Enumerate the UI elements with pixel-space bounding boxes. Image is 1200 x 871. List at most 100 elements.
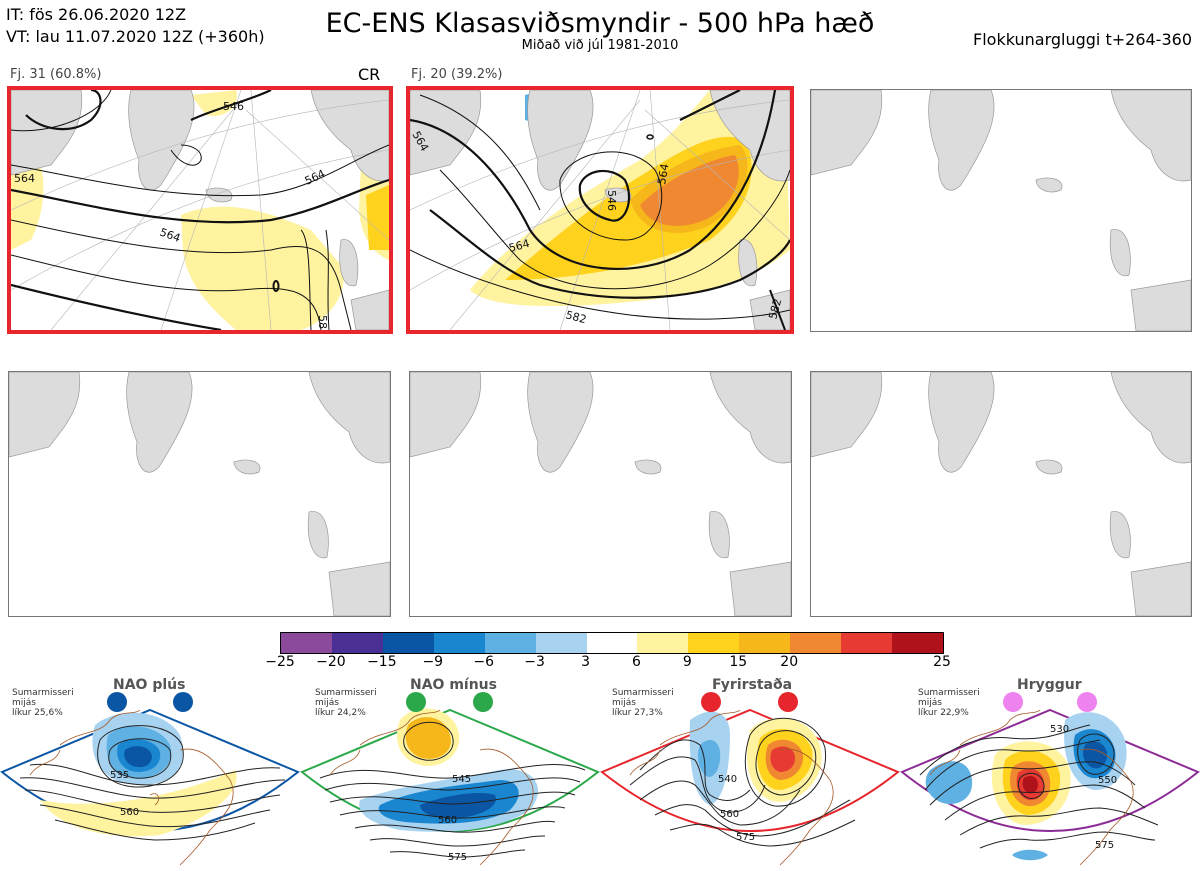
colorbar-swatch — [586, 633, 639, 653]
scandinavia-landmass — [310, 90, 389, 182]
colorbar-tick-label: 15 — [729, 654, 748, 670]
british-isles-landmass — [307, 511, 329, 559]
empty-cluster-map-3-plot — [811, 90, 1191, 331]
regime-1-nao-plus-map[interactable]: 535 560 — [0, 690, 300, 870]
positive-anomaly-peak — [1022, 776, 1038, 794]
colorbar-tick-label: 9 — [682, 654, 692, 670]
colorbar-swatch — [688, 633, 741, 653]
iceland-landmass — [233, 459, 261, 475]
colorbar-tick-label: −3 — [524, 654, 545, 670]
positive-anomaly-peak — [640, 155, 739, 226]
colorbar-swatch — [790, 633, 843, 653]
coastlines — [29, 709, 234, 866]
regime-4-ridge-map[interactable]: 530 550 575 — [900, 690, 1200, 870]
canada-landmass — [410, 372, 482, 458]
coastlines — [629, 709, 834, 866]
cluster-map-1-plot: 546 564 564 564 58 — [11, 90, 389, 330]
regime-2-title: NAO mínus — [410, 677, 497, 693]
europe-landmass — [328, 561, 390, 616]
contour-label: 564 — [14, 172, 35, 185]
contour-label: 564 — [655, 163, 671, 186]
regime-2-nao-minus-map[interactable]: 545 560 575 — [300, 690, 600, 870]
regime-3-marker — [701, 692, 721, 712]
height-contours — [410, 90, 790, 330]
contour-label: 540 — [718, 774, 737, 785]
empty-cluster-map-3[interactable] — [810, 89, 1192, 332]
europe-landmass — [729, 561, 791, 616]
contour-label: 575 — [1095, 840, 1114, 851]
page-subtitle: Miðað við júl 1981-2010 — [521, 38, 679, 53]
regime-1-marker — [173, 692, 193, 712]
scandinavia-landmass — [1110, 372, 1191, 464]
cluster-map-1[interactable]: 546 564 564 564 58 — [7, 86, 393, 334]
colorbar-swatch — [892, 633, 943, 653]
clustering-window: Flokkunargluggi t+264-360 — [973, 30, 1192, 49]
regime-4-note: Sumarmisseri mijás líkur 22,9% — [918, 688, 980, 718]
contour-label: 582 — [766, 297, 784, 321]
height-contours — [19, 725, 286, 841]
british-isles-landmass — [339, 239, 359, 287]
regime-3-marker — [778, 692, 798, 712]
positive-anomaly-peak — [770, 746, 795, 772]
empty-cluster-map-4[interactable] — [8, 371, 391, 617]
forecast-times: IT: fös 26.06.2020 12Z VT: lau 11.07.202… — [6, 4, 265, 48]
contour-label: 564 — [303, 167, 328, 188]
greenland-landmass — [527, 372, 594, 473]
colorbar-swatch — [739, 633, 792, 653]
height-contours — [11, 90, 389, 330]
regime-3-note: Sumarmisseri mijás líkur 27,3% — [612, 688, 674, 718]
height-contours — [319, 721, 586, 858]
british-isles-landmass — [1109, 229, 1131, 277]
contour-label: 575 — [736, 832, 755, 843]
iceland-landmass — [634, 459, 662, 475]
contour-labels: 564 546 564 564 582 582 — [410, 129, 784, 326]
positive-anomaly-area — [191, 90, 237, 116]
cluster-map-2[interactable]: 564 546 564 564 582 582 — [406, 86, 794, 334]
europe-landmass — [350, 289, 389, 330]
british-isles-landmass — [708, 511, 730, 559]
empty-cluster-map-5-plot — [410, 372, 791, 616]
empty-cluster-map-6[interactable] — [810, 371, 1192, 617]
negative-anomaly-core — [697, 740, 721, 777]
height-contours — [919, 724, 1159, 849]
colorbar-tick-label: −25 — [265, 654, 295, 670]
regime-2-note: Sumarmisseri mijás líkur 24,2% — [315, 688, 377, 718]
regime-1-note: Sumarmisseri mijás líkur 25,6% — [12, 688, 74, 718]
contour-label: 550 — [1098, 775, 1117, 786]
contour-label: 560 — [120, 807, 139, 818]
regime-3-blocking-map[interactable]: 540 560 575 — [600, 690, 900, 870]
empty-cluster-map-5[interactable] — [409, 371, 792, 617]
regime-3-title: Fyrirstaða — [712, 677, 793, 693]
colorbar-tick-label: 20 — [780, 654, 799, 670]
regime-4-marker — [1003, 692, 1023, 712]
colorbar-tick-label: −6 — [473, 654, 495, 670]
height-contours — [629, 717, 856, 847]
graticule — [410, 90, 790, 330]
british-isles-landmass — [1109, 511, 1131, 559]
contour-label: 545 — [452, 774, 471, 785]
iceland-landmass — [1035, 177, 1063, 193]
positive-anomaly-area — [40, 770, 237, 837]
positive-anomaly-area — [181, 206, 344, 330]
iceland-landmass — [1035, 459, 1063, 475]
contour-label: 535 — [110, 770, 129, 781]
contour-label: 560 — [438, 815, 457, 826]
regime-4-marker — [1077, 692, 1097, 712]
europe-landmass — [749, 289, 790, 330]
page-title: EC-ENS Klasasviðsmyndir - 500 hPa hæð — [325, 8, 875, 39]
contour-label: 582 — [564, 308, 588, 326]
europe-landmass — [1130, 279, 1191, 331]
contour-label: 546 — [605, 190, 618, 211]
canada-landmass — [11, 90, 83, 176]
regime-1-marker — [107, 692, 127, 712]
cluster-1-tag: CR — [358, 65, 381, 84]
cluster-map-2-plot: 564 546 564 564 582 582 — [410, 90, 790, 330]
canada-landmass — [9, 372, 81, 458]
scandinavia-landmass — [709, 372, 791, 464]
colorbar-tick-label: −20 — [316, 654, 346, 670]
regime-2-marker — [406, 692, 426, 712]
colorbar-tick-label: 25 — [933, 654, 951, 670]
positive-anomaly-core — [405, 717, 451, 759]
colorbar-swatch — [281, 633, 333, 653]
colorbar-swatch — [484, 633, 537, 653]
